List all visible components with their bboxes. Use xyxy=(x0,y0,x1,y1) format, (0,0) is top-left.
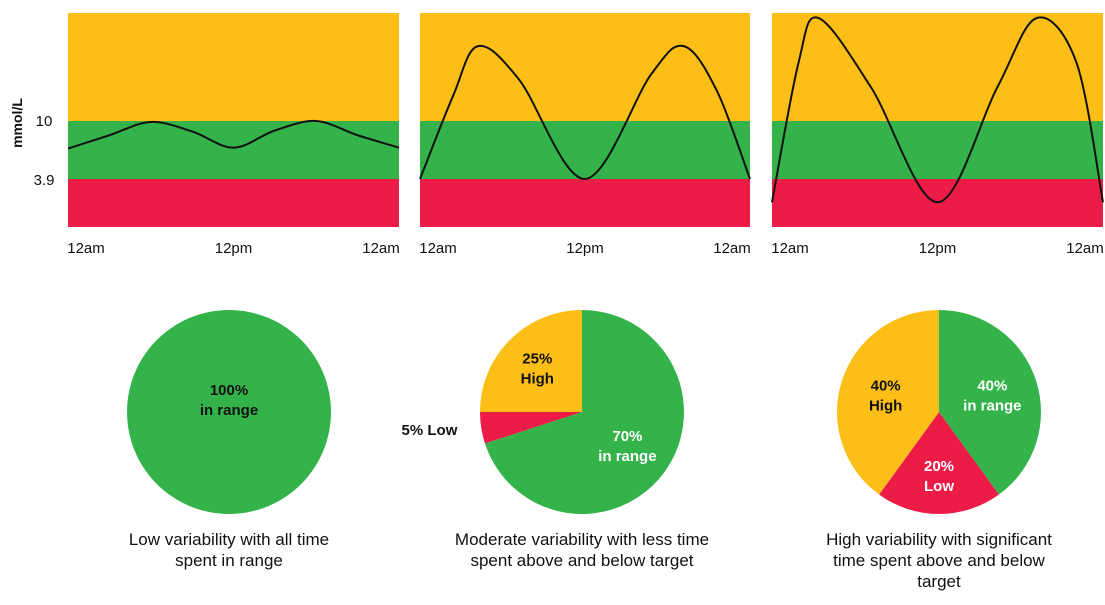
pie-label-in-range: 40% xyxy=(977,378,1007,395)
x-tick-label: 12am xyxy=(771,240,809,257)
pie-caption: Moderate variability with less time spent… xyxy=(417,529,747,571)
caption-line: Moderate variability with less time xyxy=(454,530,710,549)
caption-line: Low variability with all time xyxy=(128,530,330,549)
pie-label-in-range: in range xyxy=(200,402,258,419)
caption-line: spent above and below target xyxy=(470,551,694,570)
x-tick-label: 12pm xyxy=(919,240,957,257)
pie-label-low: 20% xyxy=(924,458,954,475)
pie-label-high: 25% xyxy=(522,350,552,367)
high-band xyxy=(772,13,1103,121)
y-axis-label: mmol/L xyxy=(9,98,25,148)
x-tick-label: 12pm xyxy=(215,240,253,257)
high-band xyxy=(420,13,750,121)
pie-slice-in-range xyxy=(484,310,684,514)
pie-slice-low xyxy=(879,412,999,514)
pie-label-low: 5% Low xyxy=(402,422,458,439)
pie-slice-high xyxy=(480,310,582,412)
pie-label-high: High xyxy=(521,370,554,387)
pie-label-high: 40% xyxy=(871,378,901,395)
in-range-band xyxy=(420,121,750,179)
low-band xyxy=(420,179,750,227)
glucose-curve xyxy=(771,16,1104,204)
pie-slice-in-range xyxy=(127,310,331,514)
pie-caption: Low variability with all time spent in ra… xyxy=(64,529,394,571)
x-tick-label: 12am xyxy=(67,240,105,257)
pie-label-in-range: in range xyxy=(963,398,1021,415)
glucose-curve xyxy=(419,44,751,181)
low-band xyxy=(68,179,399,227)
glucose-curve xyxy=(67,119,400,150)
x-tick-label: 12am xyxy=(1066,240,1104,257)
x-tick-label: 12am xyxy=(362,240,400,257)
high-band xyxy=(68,13,399,121)
pie-label-in-range: 100% xyxy=(210,382,248,399)
x-tick-label: 12pm xyxy=(566,240,604,257)
pie-label-in-range: in range xyxy=(598,448,656,465)
caption-line: spent in range xyxy=(175,551,283,570)
x-tick-label: 12am xyxy=(419,240,457,257)
caption-line: High variability with significant xyxy=(826,530,1052,549)
caption-line: time spent above and below xyxy=(833,551,1045,570)
y-tick-label: 3.9 xyxy=(34,172,55,189)
pie-slice-in-range xyxy=(939,310,1041,495)
in-range-band xyxy=(772,121,1103,179)
x-tick-label: 12am xyxy=(713,240,751,257)
y-tick-label: 10 xyxy=(36,113,53,130)
pie-label-high: High xyxy=(869,398,902,415)
pie-slice-high xyxy=(837,310,939,495)
pie-caption: High variability with significant time sp… xyxy=(774,529,1104,592)
pie-slice-low xyxy=(480,412,582,444)
pie-label-in-range: 70% xyxy=(612,428,642,445)
in-range-band xyxy=(68,121,399,179)
caption-line: target xyxy=(917,572,961,591)
pie-label-low: Low xyxy=(924,478,954,495)
